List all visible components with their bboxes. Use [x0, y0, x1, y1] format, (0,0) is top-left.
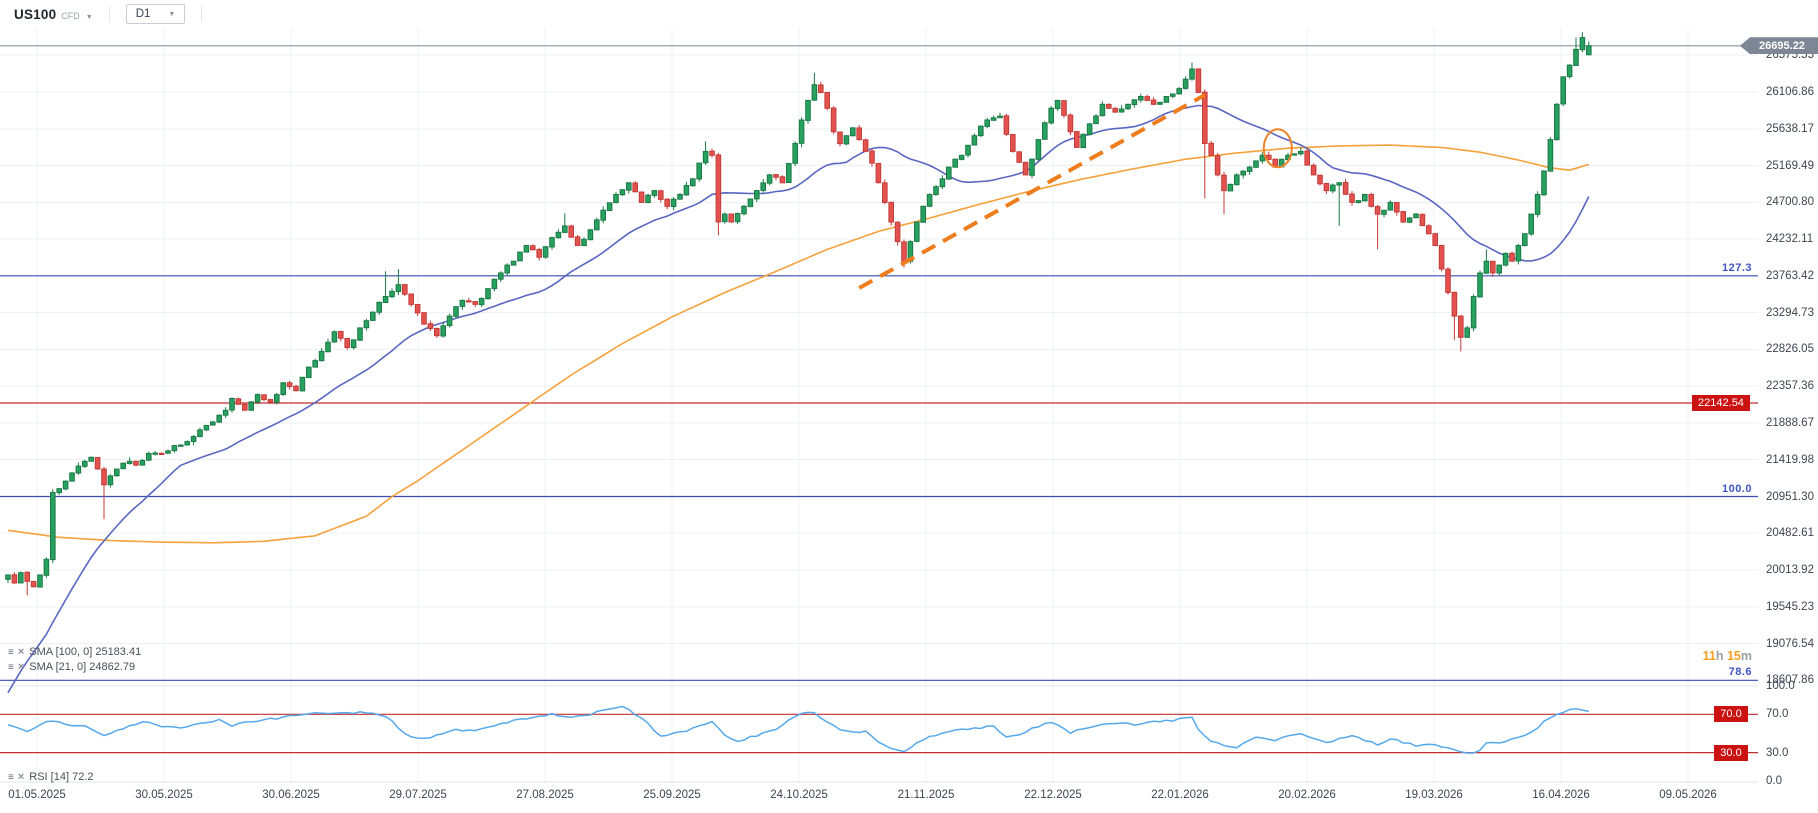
price-axis-label[interactable]: 19545.23	[1766, 600, 1814, 613]
sma21-line[interactable]	[7, 104, 1590, 694]
chevron-down-icon: ▼	[85, 13, 93, 21]
price-axis-label[interactable]: 20951.30	[1766, 490, 1814, 503]
resistance-price-badge: 22142.54	[1692, 395, 1750, 411]
rsi-axis-label[interactable]: 30.0	[1766, 746, 1789, 759]
bar-close-countdown: 11h 15m	[1702, 649, 1752, 663]
rsi-legend-label: RSI [14] 72.2	[29, 771, 94, 783]
price-axis-label[interactable]: 19076.54	[1766, 637, 1814, 650]
price-axis-label[interactable]: 20482.61	[1766, 527, 1814, 540]
rsi-line[interactable]	[7, 705, 1589, 754]
price-axis-label[interactable]: 25638.17	[1766, 122, 1814, 135]
price-axis-label[interactable]: 18607.86	[1766, 674, 1814, 687]
symbol-type-label: CFD	[61, 10, 80, 21]
toolbar-divider	[108, 6, 110, 22]
date-axis-label[interactable]: 30.06.2025	[262, 789, 320, 801]
date-axis-label[interactable]: 09.05.2026	[1659, 789, 1717, 801]
rsi-axis-label[interactable]: 100.0	[1766, 679, 1795, 692]
date-axis-label[interactable]: 30.05.2025	[135, 789, 193, 801]
price-axis-label[interactable]: 22357.36	[1766, 380, 1814, 393]
timeframe-value: D1	[135, 8, 151, 20]
toolbar-divider	[201, 6, 203, 22]
date-axis-label[interactable]: 24.10.2025	[770, 789, 828, 801]
symbol-name: US100	[14, 6, 57, 22]
price-axis-label[interactable]: 24700.80	[1766, 196, 1814, 209]
rsi-legend: ≡ × RSI [14] 72.2	[8, 771, 94, 784]
indicator-remove-icon[interactable]: ×	[17, 771, 25, 783]
rsi-band-badge: 70.0	[1714, 706, 1748, 723]
chevron-down-icon: ▼	[168, 10, 176, 18]
price-axis-label[interactable]: 20013.92	[1766, 564, 1814, 576]
indicator-settings-icon[interactable]: ≡	[8, 647, 14, 658]
sma100-legend: ≡ × SMA [100, 0] 25183.41	[8, 646, 141, 659]
date-axis-label[interactable]: 22.12.2025	[1024, 789, 1082, 801]
fib-levels	[0, 275, 1758, 681]
price-axis-label[interactable]: 23294.73	[1766, 306, 1814, 319]
fib-level-label: 100.0	[1721, 482, 1752, 495]
date-axis-label[interactable]: 27.08.2025	[516, 789, 574, 801]
price-axis-label[interactable]: 22826.05	[1766, 343, 1814, 356]
sma100-line[interactable]	[7, 144, 1590, 544]
date-axis-label[interactable]: 22.01.2026	[1151, 789, 1209, 801]
fib-level-label: 78.6	[1728, 666, 1752, 679]
candles	[5, 32, 1592, 596]
date-axis-label[interactable]: 16.04.2026	[1532, 789, 1590, 801]
date-axis-label[interactable]: 29.07.2025	[389, 789, 447, 801]
toolbar: US100 CFD ▼ D1 ▼	[0, 0, 1818, 28]
current-price-badge: 26695.22	[1740, 37, 1818, 55]
date-axis-label[interactable]: 20.02.2026	[1278, 789, 1336, 801]
rsi-band-badge: 30.0	[1714, 744, 1748, 761]
symbol-selector[interactable]: US100 CFD ▼	[14, 7, 93, 22]
price-axis-label[interactable]: 25169.49	[1766, 159, 1814, 172]
date-axis-label[interactable]: 19.03.2026	[1405, 789, 1463, 801]
price-axis-label[interactable]: 26106.86	[1766, 86, 1814, 98]
ellipse-annotation[interactable]	[1262, 128, 1293, 169]
sma21-legend-label: SMA [21, 0] 24862.79	[29, 661, 136, 673]
date-axis-label[interactable]: 01.05.2025	[8, 789, 66, 801]
date-axis-label[interactable]: 21.11.2025	[897, 789, 955, 801]
rsi-axis-label[interactable]: 70.0	[1766, 708, 1789, 721]
trendline-annotation[interactable]	[858, 93, 1206, 290]
fib-level-label: 127.3	[1721, 261, 1752, 274]
indicator-remove-icon[interactable]: ×	[17, 661, 25, 673]
sma21-legend: ≡ × SMA [21, 0] 24862.79	[8, 661, 135, 674]
timeframe-selector[interactable]: D1 ▼	[125, 4, 186, 24]
indicator-settings-icon[interactable]: ≡	[8, 772, 14, 783]
rsi-axis-label[interactable]: 0.0	[1766, 775, 1782, 788]
price-axis-label[interactable]: 21888.67	[1766, 416, 1814, 429]
price-axis-label[interactable]: 21419.98	[1766, 453, 1814, 466]
price-axis-label[interactable]: 24232.11	[1766, 233, 1814, 246]
price-axis-label[interactable]: 23763.42	[1766, 269, 1814, 282]
indicator-settings-icon[interactable]: ≡	[8, 662, 14, 673]
date-axis-label[interactable]: 25.09.2025	[643, 789, 701, 801]
rsi-pane	[0, 705, 1758, 754]
sma100-legend-label: SMA [100, 0] 25183.41	[29, 646, 142, 658]
indicator-remove-icon[interactable]: ×	[17, 646, 25, 658]
